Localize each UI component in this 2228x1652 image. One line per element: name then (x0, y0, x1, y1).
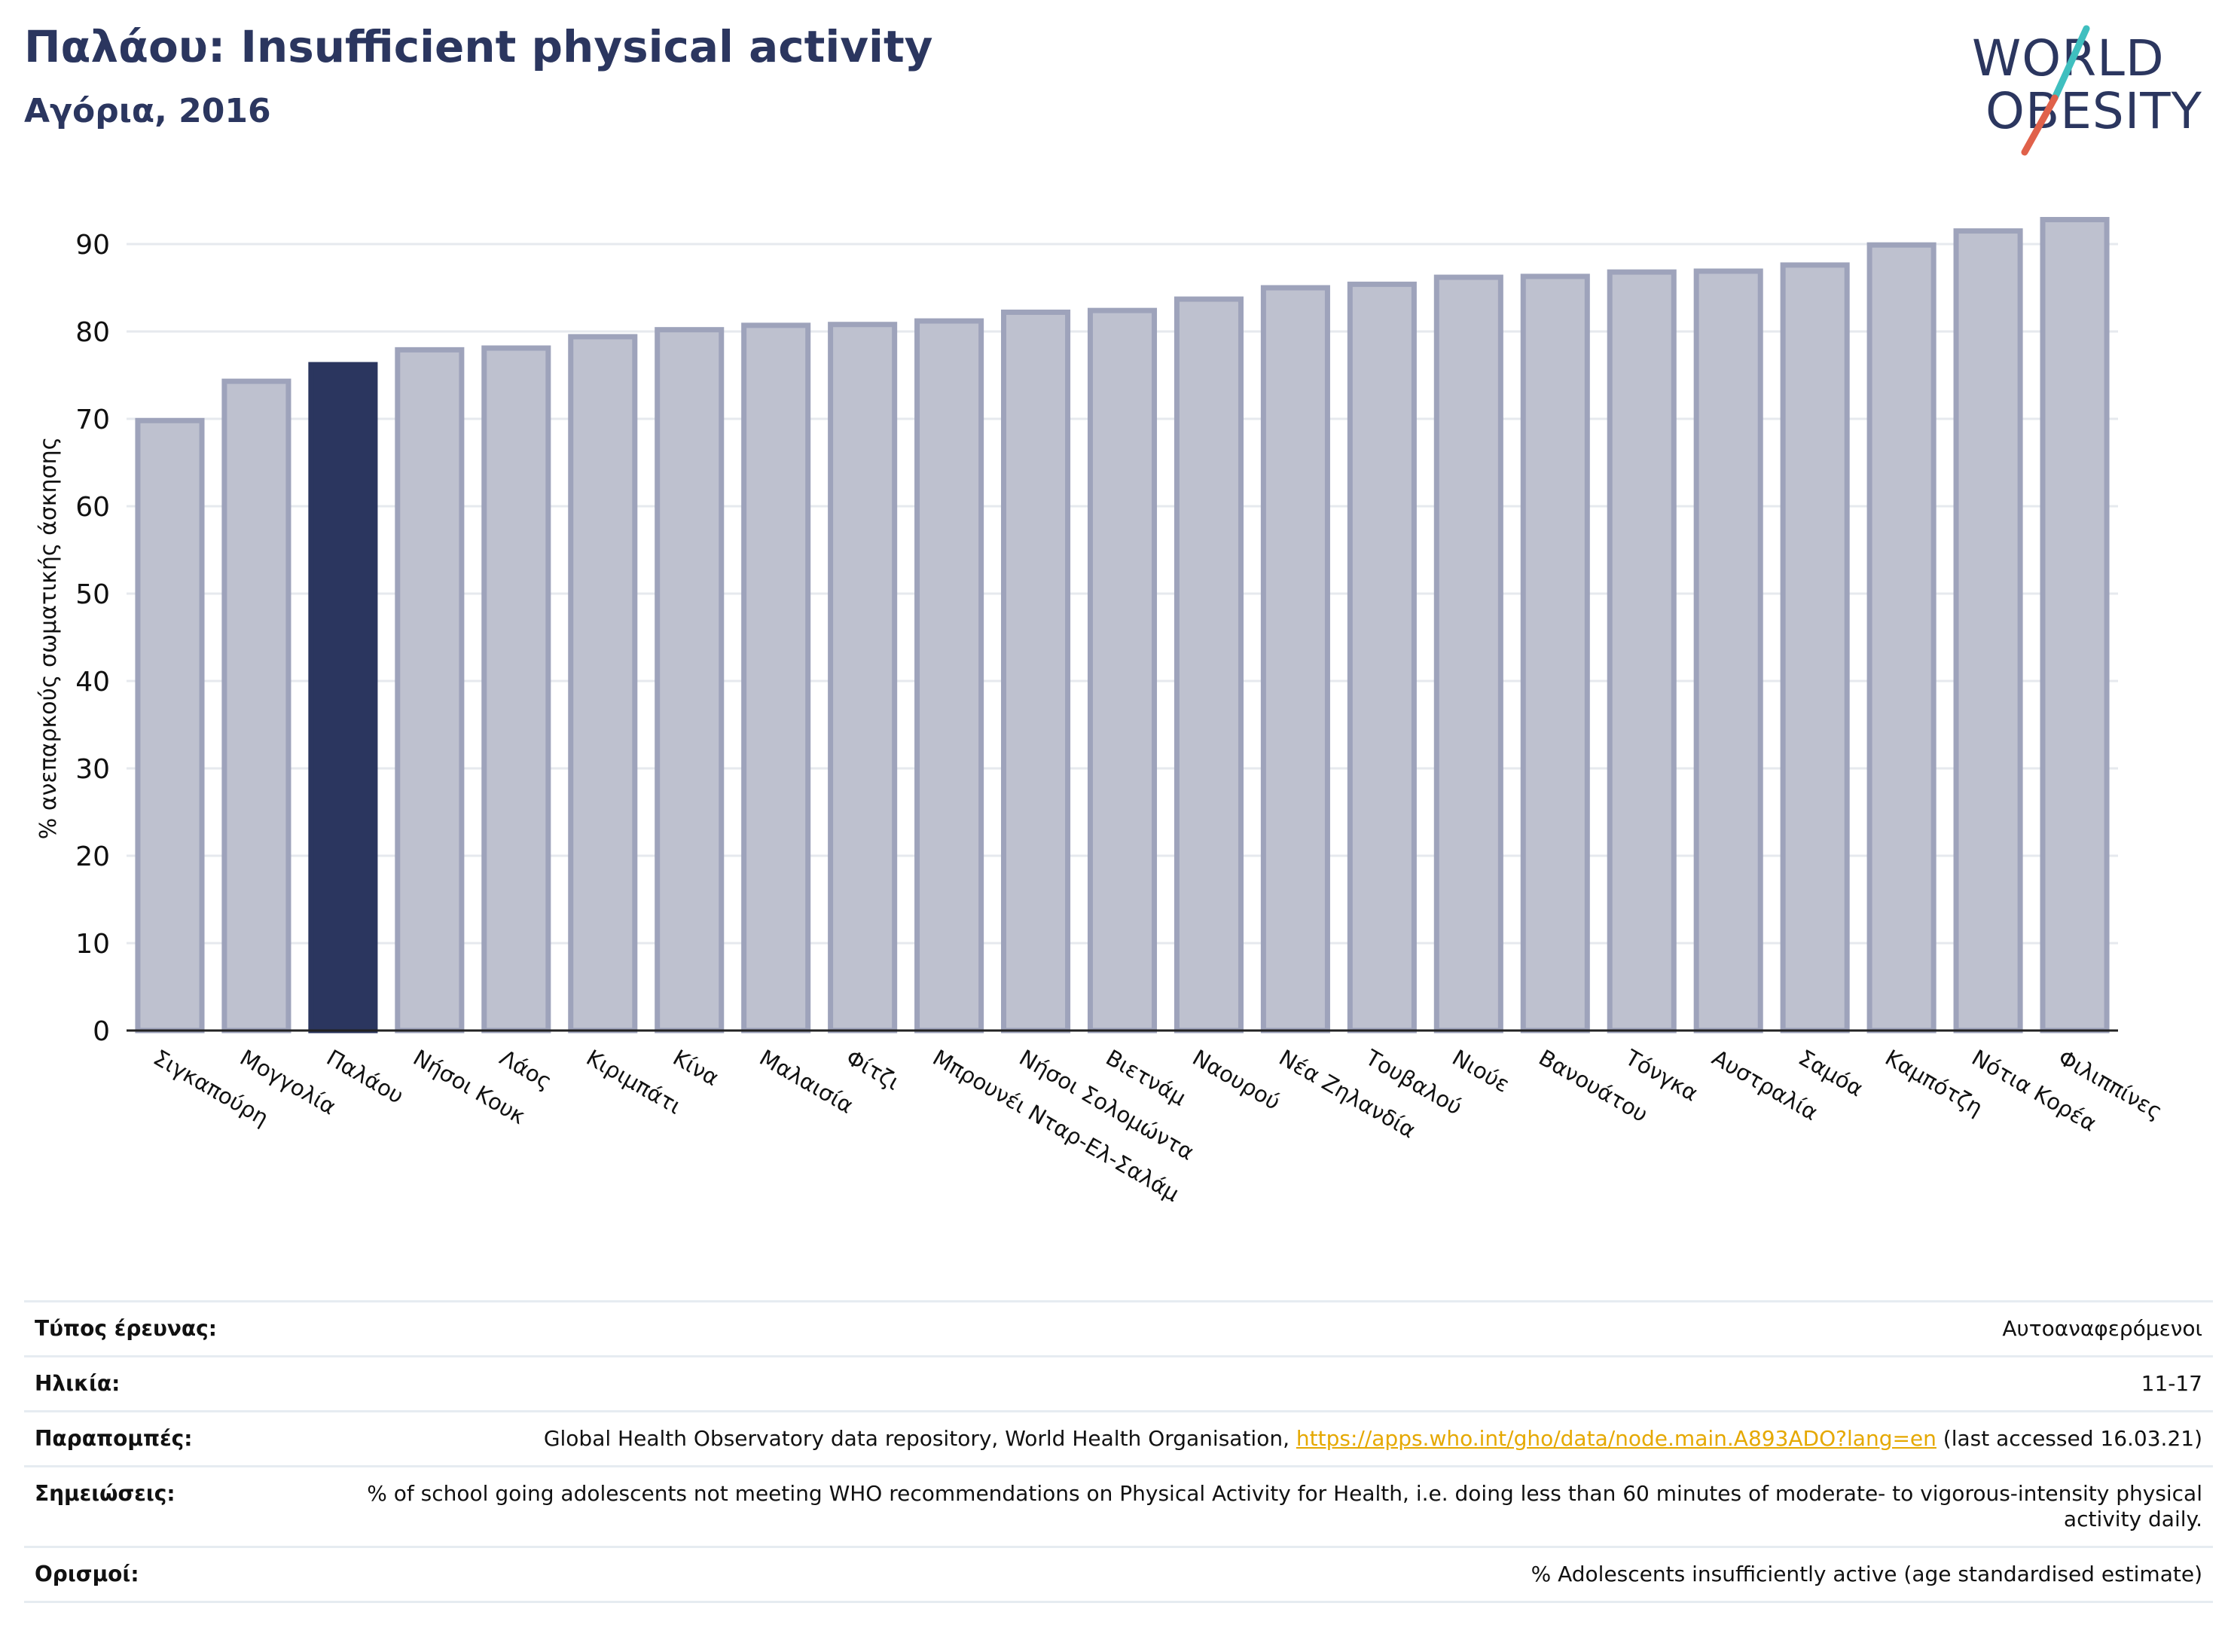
meta-value: Global Health Observatory data repositor… (351, 1426, 2202, 1452)
bar (1087, 307, 1158, 1034)
bar (1347, 281, 1417, 1034)
logo-slash-teal (2051, 25, 2090, 102)
meta-label: Τύπος έρευνας: (35, 1316, 217, 1341)
meta-row-definitions: Ορισμοί: % Adolescents insufficiently ac… (24, 1546, 2213, 1603)
x-tick-label: Ναουρού (1188, 1045, 1284, 1116)
bar (568, 334, 638, 1034)
bar (741, 322, 811, 1034)
y-tick-label: 0 (93, 1016, 110, 1047)
bar (1433, 274, 1503, 1034)
bar (1780, 262, 1850, 1034)
bars (135, 217, 2110, 1034)
bar (2040, 217, 2110, 1034)
bar (135, 417, 205, 1034)
bar (655, 327, 725, 1034)
reference-accessed: (last accessed 16.03.21) (1936, 1426, 2202, 1451)
reference-link[interactable]: https://apps.who.int/gho/data/node.main.… (1296, 1426, 1937, 1451)
logo-line2: OBESITY (1985, 82, 2202, 140)
bar-highlighted (308, 362, 378, 1034)
meta-value: % of school going adolescents not meetin… (367, 1481, 2202, 1531)
bar (1260, 285, 1330, 1034)
y-tick-label: 20 (75, 841, 110, 872)
bar (481, 345, 551, 1034)
x-tick-label: Κιριμπάτι (582, 1045, 686, 1119)
bar (1520, 273, 1590, 1034)
y-tick-label: 90 (75, 230, 110, 261)
bar (1001, 309, 1071, 1034)
y-tick-label: 10 (75, 929, 110, 960)
meta-value: 11-17 (2141, 1371, 2202, 1396)
x-tick-label: Μαλαισία (755, 1045, 858, 1119)
x-tick-label: Κίνα (669, 1045, 724, 1092)
logo-slash-red (2021, 94, 2059, 156)
bar (914, 318, 984, 1034)
meta-row-references: Παραπομπές: Global Health Observatory da… (24, 1410, 2213, 1465)
meta-label: Ηλικία: (35, 1371, 121, 1396)
x-tick-label: Λάος (496, 1045, 557, 1095)
x-tick-label: Νιούε (1448, 1045, 1514, 1098)
y-tick-labels: 0 10 20 30 40 50 60 70 80 90 (75, 230, 110, 1047)
meta-value: Αυτοαναφερόμενοι (2002, 1316, 2202, 1341)
y-tick-label: 30 (75, 754, 110, 785)
bar (1693, 268, 1763, 1034)
bar (1607, 269, 1677, 1034)
metadata-table: Τύπος έρευνας: Αυτοαναφερόμενοι Ηλικία: … (24, 1300, 2213, 1603)
bar (1174, 296, 1244, 1034)
x-tick-label: Καμπότζη (1881, 1045, 1987, 1121)
bar-chart: 0 10 20 30 40 50 60 70 80 90 ΣιγκαπούρηΜογγολίαΠα… (35, 217, 2167, 1207)
reference-text: Global Health Observatory data repositor… (543, 1426, 1296, 1451)
meta-label: Παραπομπές: (35, 1426, 193, 1451)
bar (1953, 228, 2023, 1034)
x-tick-label: Φίτζι (842, 1045, 905, 1095)
bar (828, 322, 898, 1034)
logo-line1: WORLD (1972, 29, 2165, 87)
meta-label: Σημειώσεις: (35, 1481, 175, 1506)
meta-row-age: Ηλικία: 11-17 (24, 1355, 2213, 1410)
bar (221, 378, 291, 1034)
page-subtitle: Αγόρια, 2016 (24, 92, 271, 130)
world-obesity-logo: WORLD OBESITY (1972, 25, 2202, 156)
page-title: Παλάου: Insufficient physical activity (24, 21, 933, 72)
y-tick-label: 80 (75, 317, 110, 348)
meta-value: % Adolescents insufficiently active (age… (1531, 1562, 2202, 1586)
meta-row-survey-type: Τύπος έρευνας: Αυτοαναφερόμενοι (24, 1300, 2213, 1355)
meta-label: Ορισμοί: (35, 1562, 139, 1586)
y-tick-label: 40 (75, 667, 110, 698)
y-tick-label: 70 (75, 405, 110, 435)
y-axis-label: % ανεπαρκούς σωματικής άσκησης (35, 437, 62, 839)
meta-row-notes: Σημειώσεις: % of school going adolescent… (24, 1465, 2213, 1546)
bar (395, 347, 465, 1034)
bar (1866, 242, 1937, 1034)
y-tick-label: 50 (75, 579, 110, 610)
y-tick-label: 60 (75, 492, 110, 523)
